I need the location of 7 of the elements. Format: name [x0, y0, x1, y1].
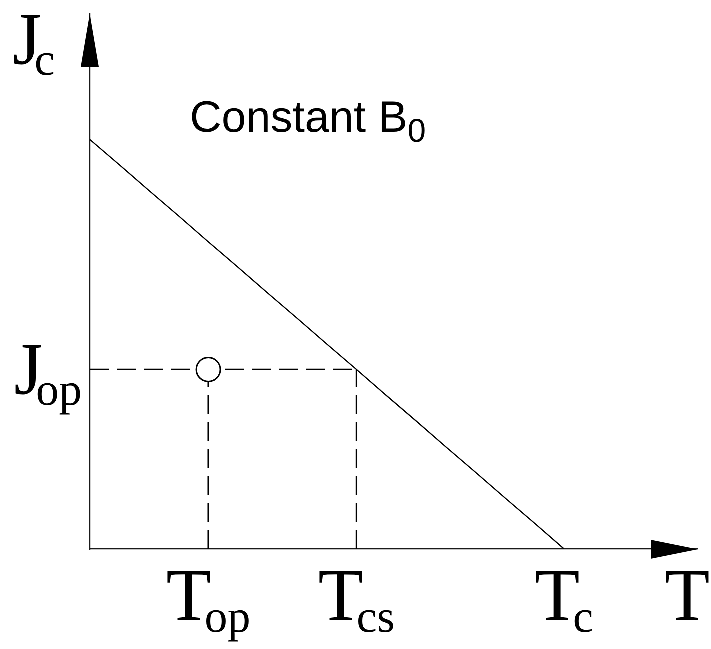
x-tick-label: T$_{op}$ [166, 555, 251, 642]
x-axis-title: T [664, 555, 710, 638]
x-tick-label: T$_{cs}$ [318, 555, 395, 642]
text: J$_{op}$ [14, 328, 82, 416]
y-axis-title: J$_{c}$ [12, 0, 55, 86]
annotation: Constant B$_{0}$ [190, 93, 426, 150]
x-tick-label: T$_{c}$ [534, 555, 594, 642]
